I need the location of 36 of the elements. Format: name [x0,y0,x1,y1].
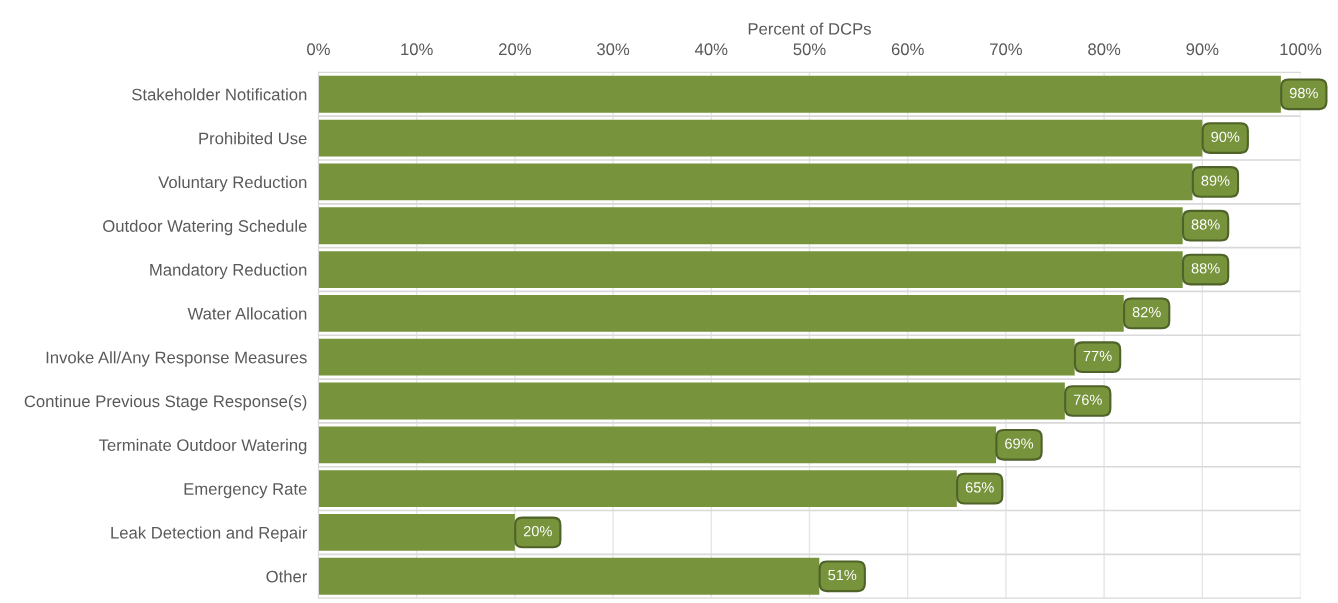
x-tick-label: 90% [1186,43,1219,56]
y-tick-label: Invoke All/Any Response Measures [46,351,307,367]
data-label: 88% [1191,219,1220,230]
data-label: 20% [523,526,552,537]
x-tick-label: 20% [499,43,531,56]
data-label: 88% [1191,263,1220,274]
x-tick-label: 0% [307,43,330,56]
data-label: 90% [1211,131,1240,142]
data-label: 98% [1289,87,1318,99]
y-tick-label: Voluntary Reduction [158,175,307,192]
y-tick-label: Terminate Outdoor Watering [99,438,307,455]
x-tick-label: 80% [1088,43,1121,56]
data-label: 65% [965,482,994,493]
x-axis-title: Percent of DCPs [748,22,871,35]
x-tick-label: 40% [694,43,728,56]
x-tick-label: 100% [1280,43,1322,56]
y-tick-label: Other [266,570,308,583]
x-tick-label: 10% [401,43,433,56]
data-label: 77% [1083,350,1112,362]
y-tick-label: Leak Detection and Repair [111,526,308,542]
data-label: 76% [1073,394,1102,405]
y-tick-label: Mandatory Reduction [150,263,307,280]
y-tick-label: Emergency Rate [184,483,307,499]
data-label: 69% [1005,438,1034,449]
y-tick-label: Prohibited Use [199,132,307,145]
data-label: 89% [1201,175,1230,186]
y-tick-label: Water Allocation [187,307,307,320]
data-label: 51% [828,569,857,581]
x-tick-label: 60% [891,43,924,56]
x-tick-label: 50% [793,43,826,56]
y-tick-label: Continue Previous Stage Response(s) [24,394,307,411]
data-label: 82% [1132,306,1161,318]
y-tick-label: Stakeholder Notification [132,88,307,101]
x-tick-label: 70% [990,43,1022,56]
x-tick-label: 30% [597,43,630,56]
y-tick-label: Outdoor Watering Schedule [103,219,307,236]
